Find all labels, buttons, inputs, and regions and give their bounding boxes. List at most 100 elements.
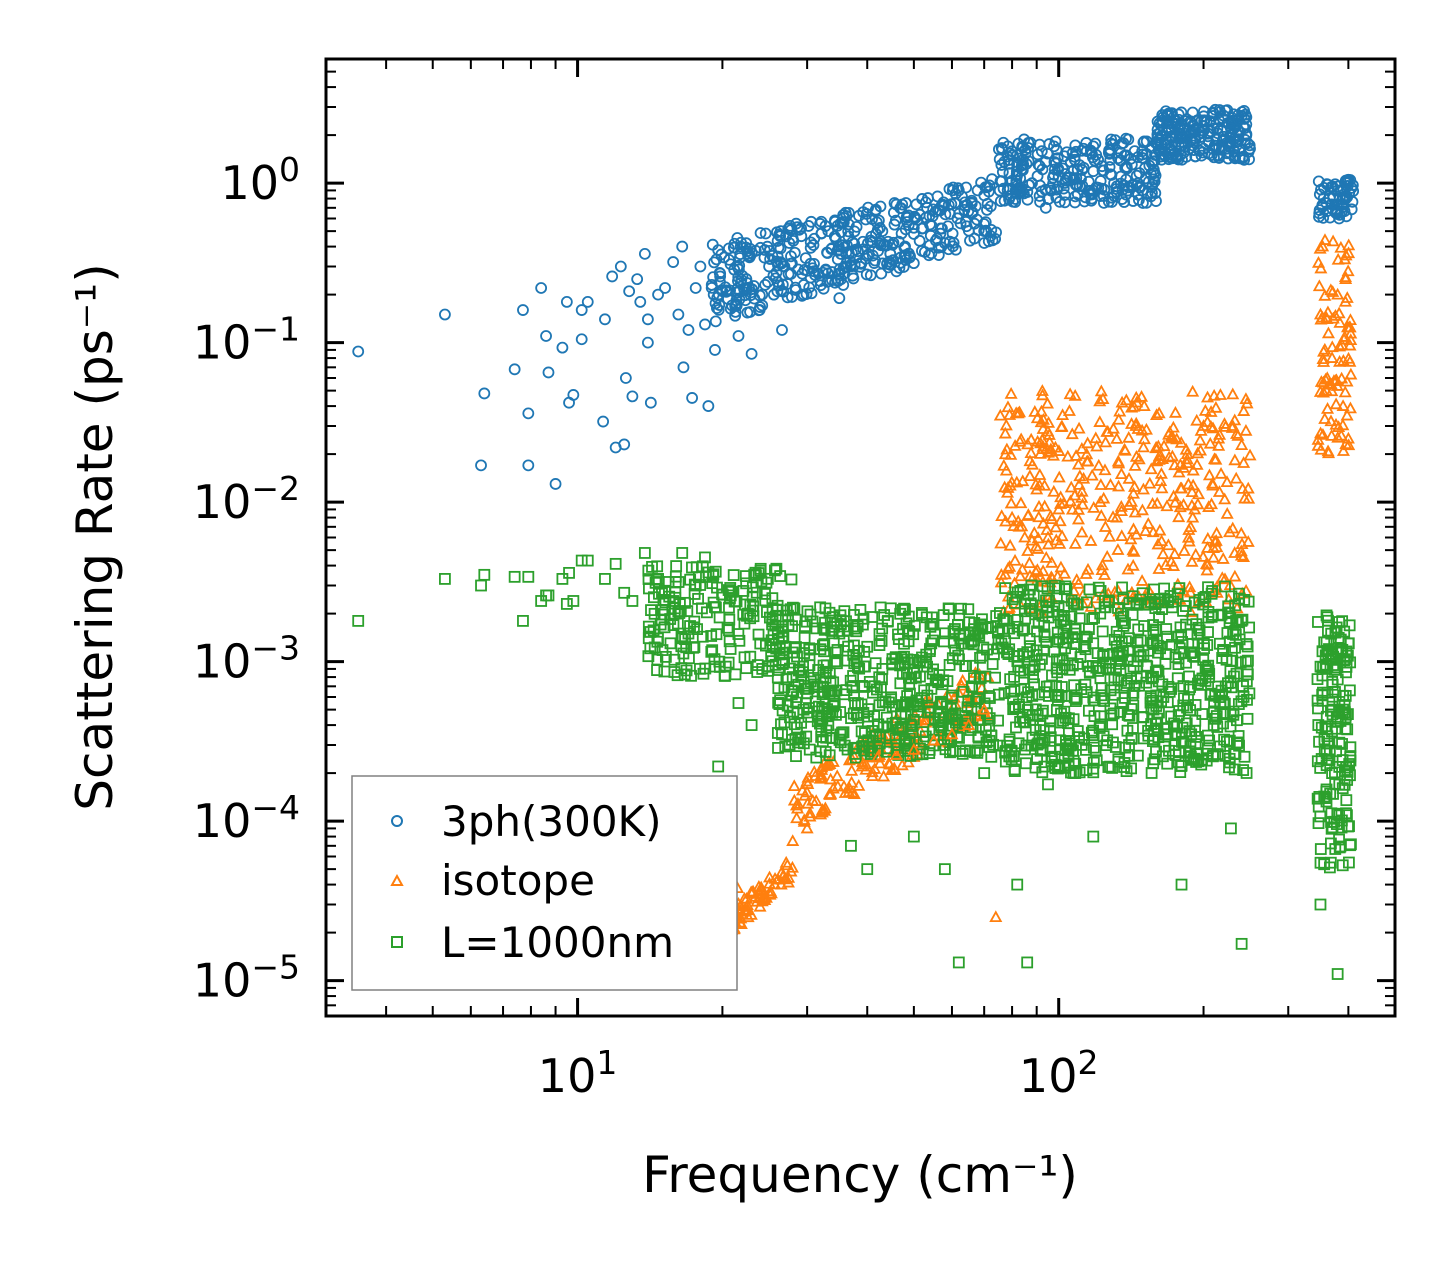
band-point-circle: [724, 302, 737, 315]
band-point-square: [1012, 737, 1025, 750]
band-point-triangle: [1220, 475, 1234, 488]
band-point-circle: [826, 266, 838, 278]
band-point-square: [699, 662, 712, 675]
band-point-square: [1183, 683, 1196, 696]
data-point-circle: [1120, 132, 1132, 145]
band-point-triangle: [1186, 463, 1200, 476]
band-point-triangle: [1029, 565, 1043, 577]
data-point-triangle: [838, 786, 852, 798]
band-point-triangle: [1181, 530, 1195, 543]
band-point-circle: [1116, 184, 1129, 196]
band-point-triangle: [1022, 556, 1036, 569]
band-point-square: [1106, 762, 1118, 774]
band-point-square: [1044, 722, 1056, 735]
band-point-circle: [926, 210, 939, 223]
data-point-square: [1137, 649, 1150, 661]
band-point-square: [905, 672, 918, 685]
band-point-circle: [734, 240, 747, 253]
data-point-square: [563, 566, 575, 579]
band-point-square: [1158, 582, 1170, 595]
band-point-square: [892, 724, 905, 736]
y-tick-label: 100: [220, 150, 300, 210]
band-point-triangle: [1139, 524, 1153, 536]
data-point-square: [1157, 691, 1170, 703]
data-point-triangle: [1018, 530, 1032, 543]
data-point-triangle: [1226, 419, 1240, 431]
band-point-square: [1203, 671, 1215, 683]
band-point-circle: [1050, 157, 1062, 170]
band-point-circle: [712, 303, 725, 316]
band-point-triangle: [1340, 374, 1354, 387]
band-point-triangle: [1092, 458, 1106, 471]
data-point-triangle: [1110, 510, 1124, 523]
band-point-square: [1333, 778, 1346, 791]
band-point-square: [798, 631, 811, 644]
band-point-circle: [927, 203, 940, 216]
band-point-square: [1079, 678, 1092, 691]
band-point-triangle: [734, 917, 748, 929]
band-point-circle: [761, 240, 774, 253]
data-point-triangle: [1165, 431, 1179, 444]
band-point-square: [881, 615, 894, 628]
data-point-circle: [478, 387, 491, 400]
band-point-triangle: [1026, 570, 1040, 583]
band-point-square: [670, 560, 683, 572]
data-point-circle: [652, 288, 664, 301]
band-point-triangle: [813, 771, 827, 784]
band-point-circle: [989, 232, 1002, 245]
data-point-square: [808, 643, 820, 655]
data-point-square: [1123, 739, 1135, 751]
legend-label-isotope: isotope: [441, 856, 595, 905]
band-point-square: [1008, 763, 1021, 776]
legend-item-isotope: isotope: [390, 856, 595, 905]
band-point-circle: [803, 281, 816, 294]
band-point-square: [911, 705, 924, 718]
band-point-square: [1133, 679, 1145, 692]
band-point-circle: [709, 315, 722, 328]
band-point-circle: [707, 271, 720, 284]
band-point-circle: [1069, 190, 1082, 203]
data-point-circle: [641, 313, 654, 326]
data-point-triangle: [1136, 482, 1150, 495]
band-point-square: [1040, 636, 1053, 649]
band-point-triangle: [1149, 440, 1163, 453]
band-point-triangle: [1111, 454, 1125, 467]
data-point-circle: [1137, 136, 1150, 149]
band-point-circle: [846, 247, 858, 260]
band-point-circle: [1095, 182, 1108, 195]
band-point-triangle: [1157, 439, 1171, 452]
data-points-layer: [352, 111, 1355, 986]
band-point-triangle: [1112, 479, 1126, 492]
band-point-triangle: [787, 793, 801, 806]
band-point-square: [892, 746, 905, 758]
band-point-triangle: [1137, 432, 1151, 445]
legend-item-3ph: 3ph(300K): [391, 797, 661, 846]
band-point-square: [1241, 668, 1254, 681]
band-point-triangle: [1128, 480, 1142, 492]
data-point-circle: [682, 324, 695, 336]
band-point-circle: [1108, 177, 1120, 190]
band-point-circle: [1189, 150, 1202, 163]
band-point-circle: [890, 198, 903, 211]
band-point-square: [1019, 612, 1032, 625]
band-point-triangle: [1075, 525, 1089, 538]
band-point-square: [1119, 691, 1131, 704]
band-point-triangle: [1342, 351, 1356, 364]
band-point-circle: [1132, 177, 1144, 190]
band-point-square: [864, 748, 877, 760]
band-point-circle: [1105, 133, 1118, 146]
band-point-square: [1201, 639, 1214, 651]
band-point-circle: [1114, 177, 1127, 190]
data-point-square: [1021, 956, 1034, 969]
band-point-square: [857, 735, 870, 748]
band-point-circle: [795, 230, 808, 243]
x-tick-label: 101: [538, 1043, 618, 1103]
data-point-circle: [776, 324, 788, 336]
band-point-square: [1105, 709, 1118, 722]
data-point-square: [1331, 968, 1344, 980]
band-point-square: [1019, 597, 1032, 610]
data-point-triangle: [907, 742, 921, 755]
band-point-triangle: [999, 418, 1013, 431]
band-point-circle: [1149, 187, 1162, 200]
